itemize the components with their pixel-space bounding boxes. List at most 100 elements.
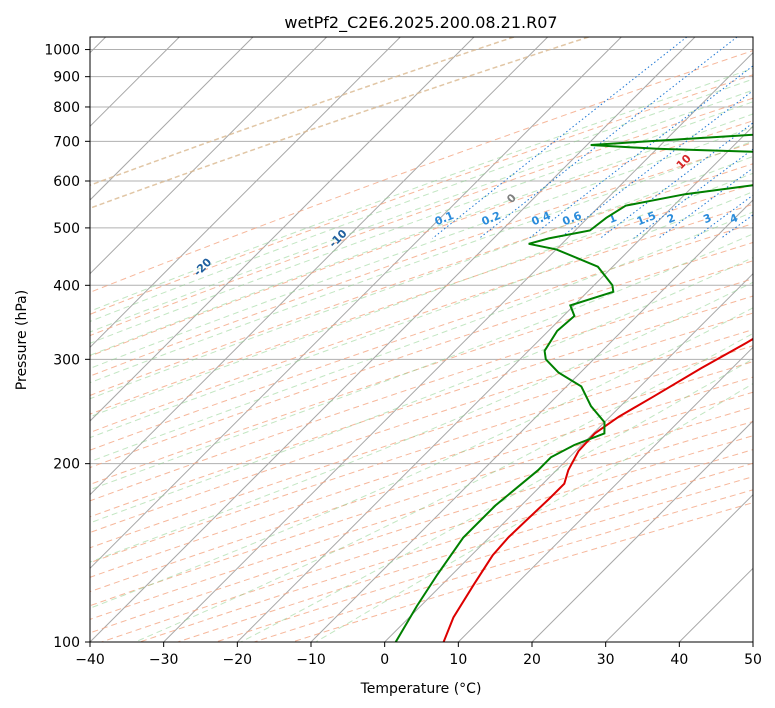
x-tick-label: 30 bbox=[597, 652, 615, 668]
moist-adiabat-line bbox=[90, 89, 753, 333]
mixing-ratio-label: 3 bbox=[701, 211, 713, 226]
mixing-ratio-lines bbox=[432, 37, 775, 239]
mixing-ratio-label: 0.4 bbox=[530, 209, 553, 228]
mixing-ratio-line bbox=[432, 37, 688, 239]
dry-adiabat-line bbox=[90, 391, 753, 607]
dry-adiabat-line bbox=[177, 462, 753, 642]
isotherm-line bbox=[90, 37, 549, 496]
moist-adiabat-line bbox=[90, 155, 753, 400]
isotherm-line bbox=[90, 37, 696, 642]
y-tick-label: 1000 bbox=[44, 43, 80, 59]
moist-adiabat-line bbox=[240, 358, 753, 642]
mixing-ratio-label: 0.1 bbox=[433, 209, 456, 228]
dry-adiabat-line bbox=[90, 120, 753, 357]
pressure-gridlines bbox=[90, 49, 753, 642]
moist-adiabat-line bbox=[315, 383, 753, 642]
moist-adiabat-line bbox=[90, 172, 753, 418]
y-axis-title: Pressure (hPa) bbox=[14, 290, 30, 390]
x-tick-label: 10 bbox=[449, 652, 467, 668]
moist-adiabat-line bbox=[90, 67, 753, 312]
dry-adiabat-line bbox=[90, 163, 753, 396]
y-tick-label: 700 bbox=[53, 134, 80, 150]
dry-adiabat-line bbox=[101, 435, 753, 642]
y-tick-label: 100 bbox=[53, 635, 80, 651]
moist-adiabat-line bbox=[90, 101, 753, 344]
isotherm-line bbox=[90, 37, 254, 201]
chart-title: wetPf2_C2E6.2025.200.08.21.R07 bbox=[284, 13, 557, 33]
dry-adiabat-line bbox=[90, 142, 753, 377]
moist-adiabats bbox=[90, 67, 753, 642]
dry-adiabat-line bbox=[90, 295, 753, 518]
temperature-profile-line bbox=[442, 337, 753, 642]
dry-adiabat-label: 0 bbox=[504, 191, 519, 206]
moist-adiabat-line bbox=[90, 281, 753, 563]
isotherm-line bbox=[531, 420, 753, 642]
dry-adiabat-line bbox=[90, 361, 753, 578]
moist-adiabat-line bbox=[90, 307, 753, 609]
isotherm-line bbox=[457, 346, 753, 642]
dewpoint-profile-line bbox=[394, 133, 753, 642]
x-tick-label: −30 bbox=[149, 652, 179, 668]
moist-adiabat-line bbox=[90, 211, 753, 463]
y-tick-label: 800 bbox=[53, 100, 80, 116]
dry-adiabats bbox=[90, 37, 753, 642]
y-tick-label: 600 bbox=[53, 174, 80, 190]
dry-adiabat-line bbox=[90, 312, 753, 534]
moist-adiabat-line bbox=[90, 233, 753, 491]
mixing-ratio-line bbox=[760, 37, 775, 238]
x-tick-label: −10 bbox=[296, 652, 326, 668]
mixing-ratio-line bbox=[478, 37, 738, 239]
dry-adiabat-line bbox=[292, 502, 753, 642]
plot-frame bbox=[89, 36, 754, 643]
isotherms bbox=[90, 37, 753, 642]
isotherm-line bbox=[90, 37, 401, 349]
isotherm-line bbox=[90, 37, 475, 422]
y-tick-label: 200 bbox=[53, 457, 80, 473]
moist-adiabat-line bbox=[90, 113, 753, 356]
isotherm-line bbox=[90, 37, 622, 570]
dry-adiabat-line bbox=[90, 241, 753, 469]
y-axis: 100 200 300 400 500 600 700 800 900 1000 bbox=[44, 43, 90, 651]
mixing-ratio-line bbox=[658, 167, 753, 239]
dry-adiabat-line bbox=[90, 97, 753, 337]
moist-adiabat-line bbox=[90, 140, 753, 384]
x-tick-label: −40 bbox=[75, 652, 105, 668]
x-tick-label: 40 bbox=[670, 652, 688, 668]
dry-adiabat-line bbox=[90, 260, 753, 485]
moist-adiabat-line bbox=[134, 332, 753, 642]
dry-adiabat-line bbox=[90, 278, 753, 502]
moist-adiabat-line bbox=[90, 126, 753, 369]
dry-adiabat-line bbox=[90, 37, 515, 187]
sounding-profiles bbox=[394, 133, 753, 642]
x-tick-label: 50 bbox=[744, 652, 762, 668]
mixing-ratio-label: 2 bbox=[665, 211, 677, 226]
x-tick-label: 0 bbox=[380, 652, 389, 668]
dry-adiabat-line bbox=[90, 345, 753, 564]
isotherm-line bbox=[236, 125, 753, 642]
dry-adiabat-label: -20 bbox=[191, 255, 214, 278]
mixing-ratio-line bbox=[720, 214, 753, 239]
moist-adiabat-line bbox=[90, 191, 753, 439]
y-tick-label: 400 bbox=[53, 278, 80, 294]
moist-adiabat-line bbox=[90, 256, 753, 524]
dry-adiabat-line bbox=[90, 203, 753, 433]
dry-adiabat-line bbox=[90, 329, 753, 549]
dry-adiabat-line bbox=[90, 50, 753, 293]
x-tick-label: 20 bbox=[523, 652, 541, 668]
dry-adiabat-line bbox=[90, 223, 753, 451]
x-axis: −40 −30 −20 −10 0 10 20 30 40 50 bbox=[75, 642, 762, 668]
y-tick-label: 500 bbox=[53, 221, 80, 237]
dry-adiabat-line bbox=[90, 183, 753, 415]
x-axis-title: Temperature (°C) bbox=[360, 681, 482, 697]
mixing-ratio-line bbox=[559, 90, 753, 239]
moist-adiabat-line bbox=[90, 78, 753, 323]
isotherm-line bbox=[90, 37, 328, 275]
isotherm-line bbox=[678, 567, 753, 642]
plot-area: 0.10.20.40.611.52346810131620253036-100-… bbox=[90, 37, 775, 642]
isotherm-line bbox=[310, 199, 753, 642]
mixing-ratio-label: 1 bbox=[607, 211, 619, 226]
dry-adiabat-line bbox=[90, 376, 753, 593]
x-tick-label: −20 bbox=[223, 652, 253, 668]
isotherm-line bbox=[752, 641, 753, 642]
